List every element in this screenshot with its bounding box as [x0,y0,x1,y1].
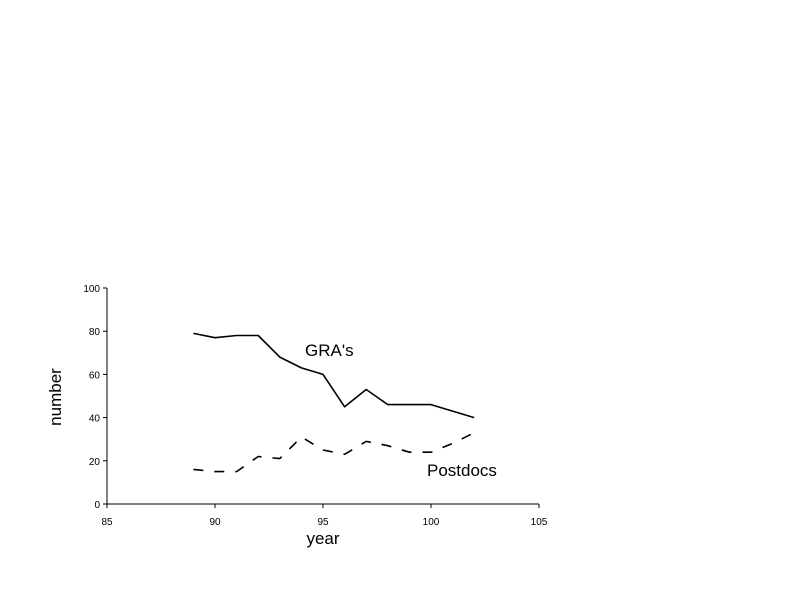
y-axis-title: number [46,368,65,426]
x-tick-label: 105 [531,517,548,528]
series-layer [193,332,475,473]
y-tick-label: 100 [83,284,100,295]
x-axis-title: year [306,529,339,548]
x-tick-label: 95 [317,517,329,528]
series-label-gras: GRA's [305,341,354,360]
series-line-postdocs [193,431,475,473]
y-tick-label: 60 [89,370,101,381]
y-tick-label: 80 [89,327,101,338]
series-line-gras [193,332,475,419]
x-tick-label: 100 [423,517,440,528]
x-tick-label: 85 [101,517,113,528]
x-tick-label: 90 [209,517,221,528]
y-tick-label: 20 [89,457,101,468]
y-tick-label: 40 [89,414,101,425]
y-tick-label: 0 [94,500,100,511]
axes: 85 90 95 100 105 0 20 40 60 80 100 [83,284,547,528]
series-label-postdocs: Postdocs [427,461,497,480]
